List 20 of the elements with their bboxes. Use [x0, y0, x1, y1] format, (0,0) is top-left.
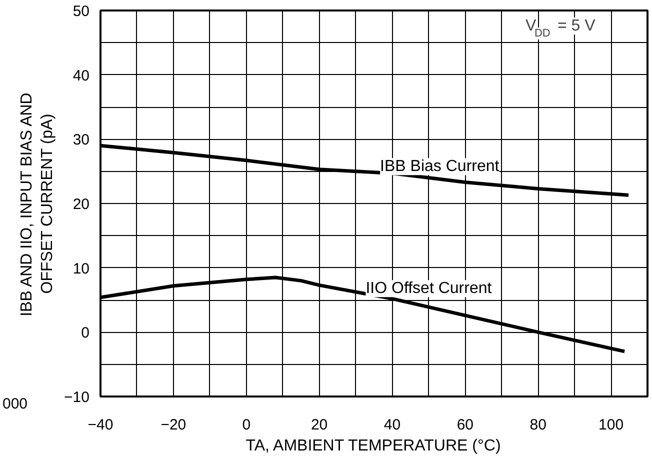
x-axis-title: TA, AMBIENT TEMPERATURE (°C) [246, 438, 501, 454]
y-axis-title: IBB AND IIO, INPUT BIAS AND OFFSET CURRENT (pA) [18, 92, 56, 316]
series-label: IBB Bias Current [380, 158, 500, 176]
y-tick-label: −10 [64, 389, 90, 406]
text: 000 [2, 396, 28, 412]
y-tick-label: 10 [72, 260, 90, 278]
x-tick-label: 100 [598, 416, 624, 434]
x-tick-label: 20 [310, 416, 328, 434]
y-tick-label: 50 [72, 3, 90, 20]
x-tick-label: −20 [160, 416, 186, 434]
y-tick-label: 0 [81, 324, 90, 342]
y-tick-label: 20 [72, 196, 90, 213]
x-tick-label: 60 [456, 416, 474, 434]
x-tick-label: −40 [88, 416, 114, 434]
x-tick-label: 0 [242, 416, 251, 434]
x-tick-label: 80 [530, 416, 546, 434]
y-tick-label: 30 [72, 132, 90, 149]
x-tick-label: 40 [384, 416, 401, 434]
series-label: IIO Offset Current [366, 280, 492, 298]
y-tick-label: 40 [72, 67, 90, 84]
